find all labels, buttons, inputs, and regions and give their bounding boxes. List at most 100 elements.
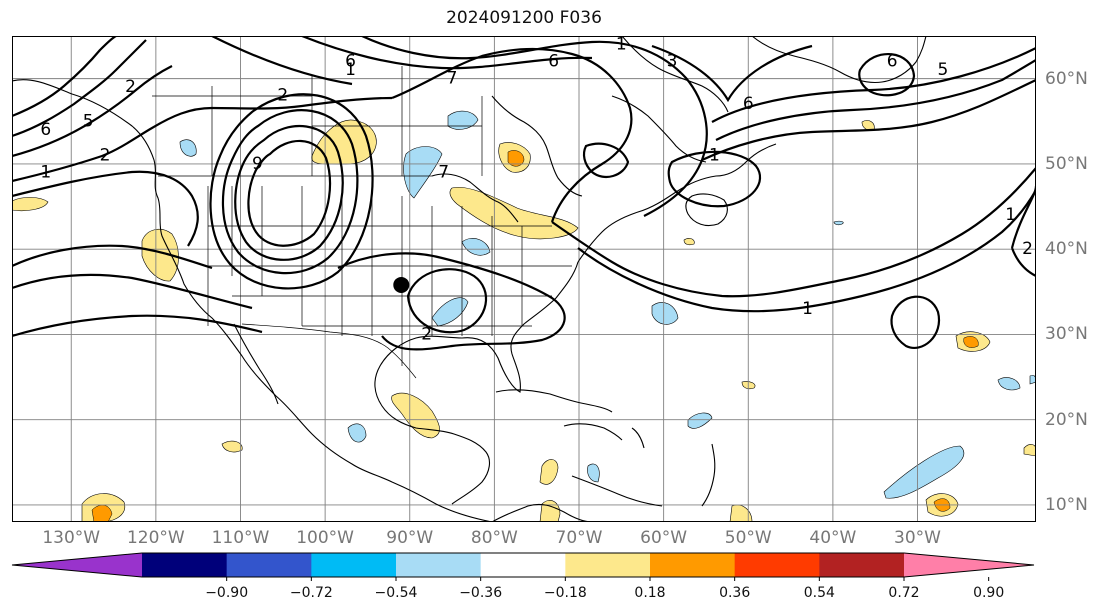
shade-region — [449, 186, 579, 240]
coastline — [685, 193, 728, 227]
contour-label: 1 — [616, 36, 627, 55]
coastline — [701, 443, 716, 507]
longitude-label: 40°W — [809, 528, 857, 548]
contour-line — [12, 244, 213, 270]
contour-line — [12, 39, 147, 138]
contour-line — [211, 36, 353, 86]
contour-line — [577, 189, 1036, 313]
shade-region — [431, 297, 469, 327]
contour-line — [209, 93, 374, 290]
coastline — [621, 36, 729, 113]
colorbar-tick-label: 0.36 — [719, 585, 751, 601]
coastline — [611, 95, 707, 163]
shade-region — [391, 392, 440, 439]
latitude-label: 30°N — [1045, 324, 1088, 345]
contour-line — [651, 44, 813, 103]
coastline — [577, 143, 777, 263]
contour-line — [551, 167, 1036, 298]
longitude-label: 100°W — [296, 528, 354, 548]
location-marker — [393, 276, 410, 293]
coastline — [374, 261, 579, 505]
longitude-label: 50°W — [724, 528, 772, 548]
shade-region — [91, 504, 113, 522]
contour-label: 7 — [447, 69, 458, 89]
contour-line — [12, 170, 199, 247]
colorbar-tick-label: 0.18 — [634, 585, 666, 601]
colorbar-segment — [650, 553, 736, 577]
contour-label: 1 — [1005, 205, 1016, 225]
contour-line — [667, 150, 762, 208]
longitude-label: 80°W — [470, 528, 518, 548]
contour-line — [301, 36, 593, 70]
gridlines — [12, 36, 1036, 522]
contour-label: 1 — [709, 145, 720, 165]
shade-region — [347, 423, 367, 443]
contour-label: 5 — [83, 111, 94, 131]
coastline — [571, 475, 663, 507]
colorbar-segment — [311, 553, 397, 577]
colorbar-tick-label: −0.90 — [205, 585, 249, 601]
contour-label: 2 — [125, 77, 136, 97]
contour-line — [12, 273, 253, 310]
shade-region — [539, 459, 559, 485]
contour-label: 3 — [667, 52, 678, 72]
shade-region — [587, 463, 600, 483]
contour-line — [12, 314, 263, 338]
contour-label: 9 — [252, 154, 263, 174]
contour-label: 6 — [887, 52, 898, 72]
contour-label: 2 — [277, 86, 288, 106]
shade-region — [833, 220, 844, 226]
shade-region — [963, 336, 979, 348]
colorbar — [11, 552, 1035, 581]
shade-region — [12, 197, 49, 212]
longitude-label: 60°W — [640, 528, 688, 548]
contour-line — [12, 65, 173, 158]
contour-label: 1 — [802, 299, 813, 319]
latitude-label: 40°N — [1045, 239, 1088, 260]
coastline — [431, 173, 519, 223]
shade-region — [883, 445, 965, 499]
coastline — [495, 389, 613, 413]
colorbar-segment — [226, 553, 312, 577]
contour-line — [890, 295, 941, 349]
colorbar-tick-label: 0.72 — [888, 585, 920, 601]
coastline — [12, 79, 493, 522]
colorbar-extend-high — [904, 553, 1034, 577]
contour-line — [12, 36, 117, 118]
map-title: 2024091200 F036 — [446, 8, 602, 28]
colorbar-outline — [11, 552, 1035, 578]
contour-label: 2 — [1022, 239, 1033, 259]
contour-line — [858, 53, 916, 97]
colorbar-tick-label: −0.18 — [543, 585, 587, 601]
colorbar-tick-label: −0.72 — [289, 585, 333, 601]
shade-region — [311, 119, 377, 165]
shade-region — [687, 412, 713, 429]
contour-line — [701, 79, 1036, 161]
colorbar-segment — [819, 553, 905, 577]
colorbar-tick-label: 0.54 — [803, 585, 835, 601]
coastline — [563, 423, 623, 441]
colorbar-segment — [734, 553, 820, 577]
shade-region — [1029, 374, 1036, 385]
coastlines-and-borders — [12, 36, 927, 522]
coastline — [491, 503, 593, 522]
coastline — [491, 95, 583, 197]
shade-region — [179, 139, 197, 157]
shade-region — [997, 377, 1021, 391]
colorbar-segment — [142, 553, 228, 577]
shade-region — [507, 150, 525, 167]
longitude-label: 30°W — [894, 528, 941, 548]
coastline — [631, 427, 645, 449]
contour-label: 5 — [937, 60, 948, 80]
latitude-label: 60°N — [1045, 68, 1088, 89]
longitude-label: 90°W — [386, 528, 434, 548]
contour-line — [337, 252, 566, 351]
colorbar-segment — [565, 553, 651, 577]
contour-line — [12, 96, 393, 183]
colorbar-extend-low — [12, 553, 142, 577]
colorbar-tick-label: 0.90 — [973, 585, 1005, 601]
contour-line — [582, 142, 630, 179]
contour-label: 1 — [345, 60, 356, 80]
